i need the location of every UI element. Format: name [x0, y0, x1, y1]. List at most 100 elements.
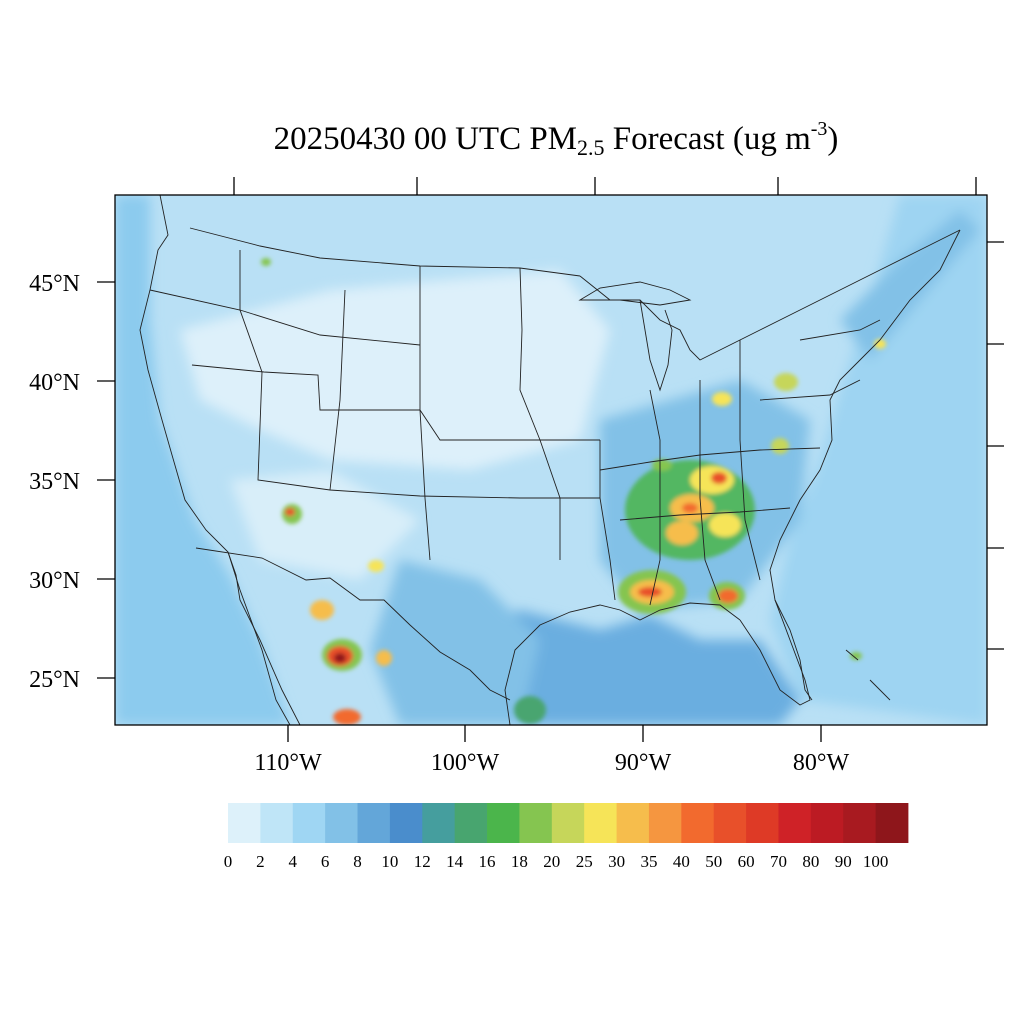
pm-patch-arizona-nm-core: [285, 508, 295, 516]
colorbar-tick-label: 25: [576, 852, 593, 871]
state-line-9: [739, 340, 761, 581]
colorbar-tick-label: 30: [608, 852, 625, 871]
pm-patch-texas-west: [368, 560, 384, 572]
pm-patch-kentucky: [652, 459, 672, 471]
colorbar-tick-label: 0: [224, 852, 233, 871]
state-line-5: [519, 267, 561, 560]
colorbar-swatch: [648, 803, 682, 843]
colorbar-swatch: [325, 803, 358, 843]
lat-label-35: 35°N: [29, 469, 80, 495]
pm-patch-idaho: [261, 258, 271, 266]
lat-label-40: 40°N: [29, 370, 80, 396]
lake-superior: [578, 281, 692, 306]
pm-patch-pennsylvania: [774, 373, 798, 391]
colorbar-swatch: [843, 803, 877, 843]
colorbar-swatch: [810, 803, 844, 843]
bahamas-islands: [845, 649, 891, 701]
colorbar: 0 2 4 6 8 10 12 14 16 18 20 25 30 35 40 50 60 70 80 90 100: [224, 803, 909, 871]
east-coast: [739, 229, 961, 706]
colorbar-tick-label: 8: [353, 852, 362, 871]
pacific-ocean: [115, 195, 290, 725]
colorbar-swatch: [519, 803, 553, 843]
colorbar-tick-label: 18: [511, 852, 528, 871]
lat-label-25: 25°N: [29, 667, 80, 693]
state-line-3: [329, 289, 346, 491]
south-texas-mexico: [370, 560, 540, 725]
colorbar-swatch: [551, 803, 585, 843]
pm-patch-mississippi: [666, 521, 698, 545]
colorbar-swatch: [584, 803, 617, 843]
left-ticks: [97, 281, 115, 679]
state-line-2: [257, 371, 600, 499]
colorbar-swatch: [616, 803, 650, 843]
colorbar-swatch: [389, 803, 423, 843]
colorbar-swatch: [454, 803, 488, 843]
colorbar-swatch: [422, 803, 456, 843]
colorbar-swatch: [292, 803, 326, 843]
colorbar-swatch: [228, 803, 261, 843]
state-line-14: [759, 379, 861, 401]
colorbar-tick-label: 10: [381, 852, 398, 871]
colorbar-tick-label: 100: [863, 852, 889, 871]
state-line-13: [239, 250, 263, 373]
atlantic-ocean: [770, 195, 987, 725]
colorbar-tick-label: 2: [256, 852, 265, 871]
state-line-6: [599, 440, 616, 601]
bottom-ticks: [287, 725, 822, 742]
colorbar-tick-label: 80: [802, 852, 819, 871]
right-ticks: [987, 241, 1004, 650]
colorbar-tick-label: 4: [289, 852, 298, 871]
pm-patch-gulf-coast-core: [638, 587, 662, 597]
state-line-7: [649, 389, 661, 606]
lon-label-100: 100°W: [431, 750, 500, 776]
lake-michigan: [639, 299, 673, 392]
colorbar-swatch: [681, 803, 715, 843]
southwest-light: [230, 470, 420, 580]
state-line-15: [799, 319, 881, 341]
pm-patch-florida-panhandle: [718, 589, 738, 603]
top-ticks: [233, 177, 977, 195]
western-plains-light: [180, 270, 610, 470]
state-line-10: [599, 447, 821, 471]
colorbar-swatch: [778, 803, 812, 843]
pm-patch-bahamas: [850, 652, 862, 660]
colorbar-tick-label: 35: [640, 852, 657, 871]
pm-patch-alabama-core: [682, 503, 698, 513]
map-boundaries: [139, 195, 961, 725]
colorbar-tick-label: 60: [738, 852, 755, 871]
state-line-8: [699, 380, 721, 601]
colorbar-tick-label: 6: [321, 852, 330, 871]
colorbar-tick-label: 70: [770, 852, 787, 871]
lon-label-110: 110°W: [254, 750, 322, 776]
state-line-11: [619, 507, 791, 521]
coastline-west: [139, 195, 301, 725]
state-line-12: [149, 289, 421, 346]
pm-patch-durango: [333, 709, 361, 725]
baja-peninsula: [227, 551, 291, 725]
pm-patch-connecticut: [874, 339, 886, 349]
colorbar-swatch: [487, 803, 520, 843]
pm-patch-georgia: [709, 513, 741, 537]
colorbar-tick-label: 50: [705, 852, 722, 871]
pm-patch-chihuahua-core: [334, 653, 346, 663]
florida-peninsula: [774, 599, 813, 701]
lon-label-80: 80°W: [793, 750, 850, 776]
state-line-4: [419, 266, 431, 561]
mexico-border: [195, 547, 511, 701]
longitude-labels: 110°W 100°W 90°W 80°W: [254, 750, 849, 776]
colorbar-tick-label: 90: [835, 852, 852, 871]
lat-label-30: 30°N: [29, 568, 80, 594]
pm-patch-virginia: [771, 438, 789, 454]
pm-patch-sonora: [310, 600, 334, 620]
colorbar-swatch: [746, 803, 779, 843]
canada-border: [189, 227, 581, 277]
lon-label-90: 90°W: [615, 750, 672, 776]
colorbar-tick-label: 40: [673, 852, 690, 871]
map-frame: [114, 194, 988, 726]
map-title: 20250430 00 UTC PM2.5 Forecast (ug m-3): [273, 118, 839, 160]
colorbar-swatch: [357, 803, 391, 843]
gulf-coast: [504, 602, 741, 725]
map-panel: [115, 195, 987, 725]
colorbar-tick-label: 16: [479, 852, 496, 871]
lat-label-45: 45°N: [29, 271, 80, 297]
